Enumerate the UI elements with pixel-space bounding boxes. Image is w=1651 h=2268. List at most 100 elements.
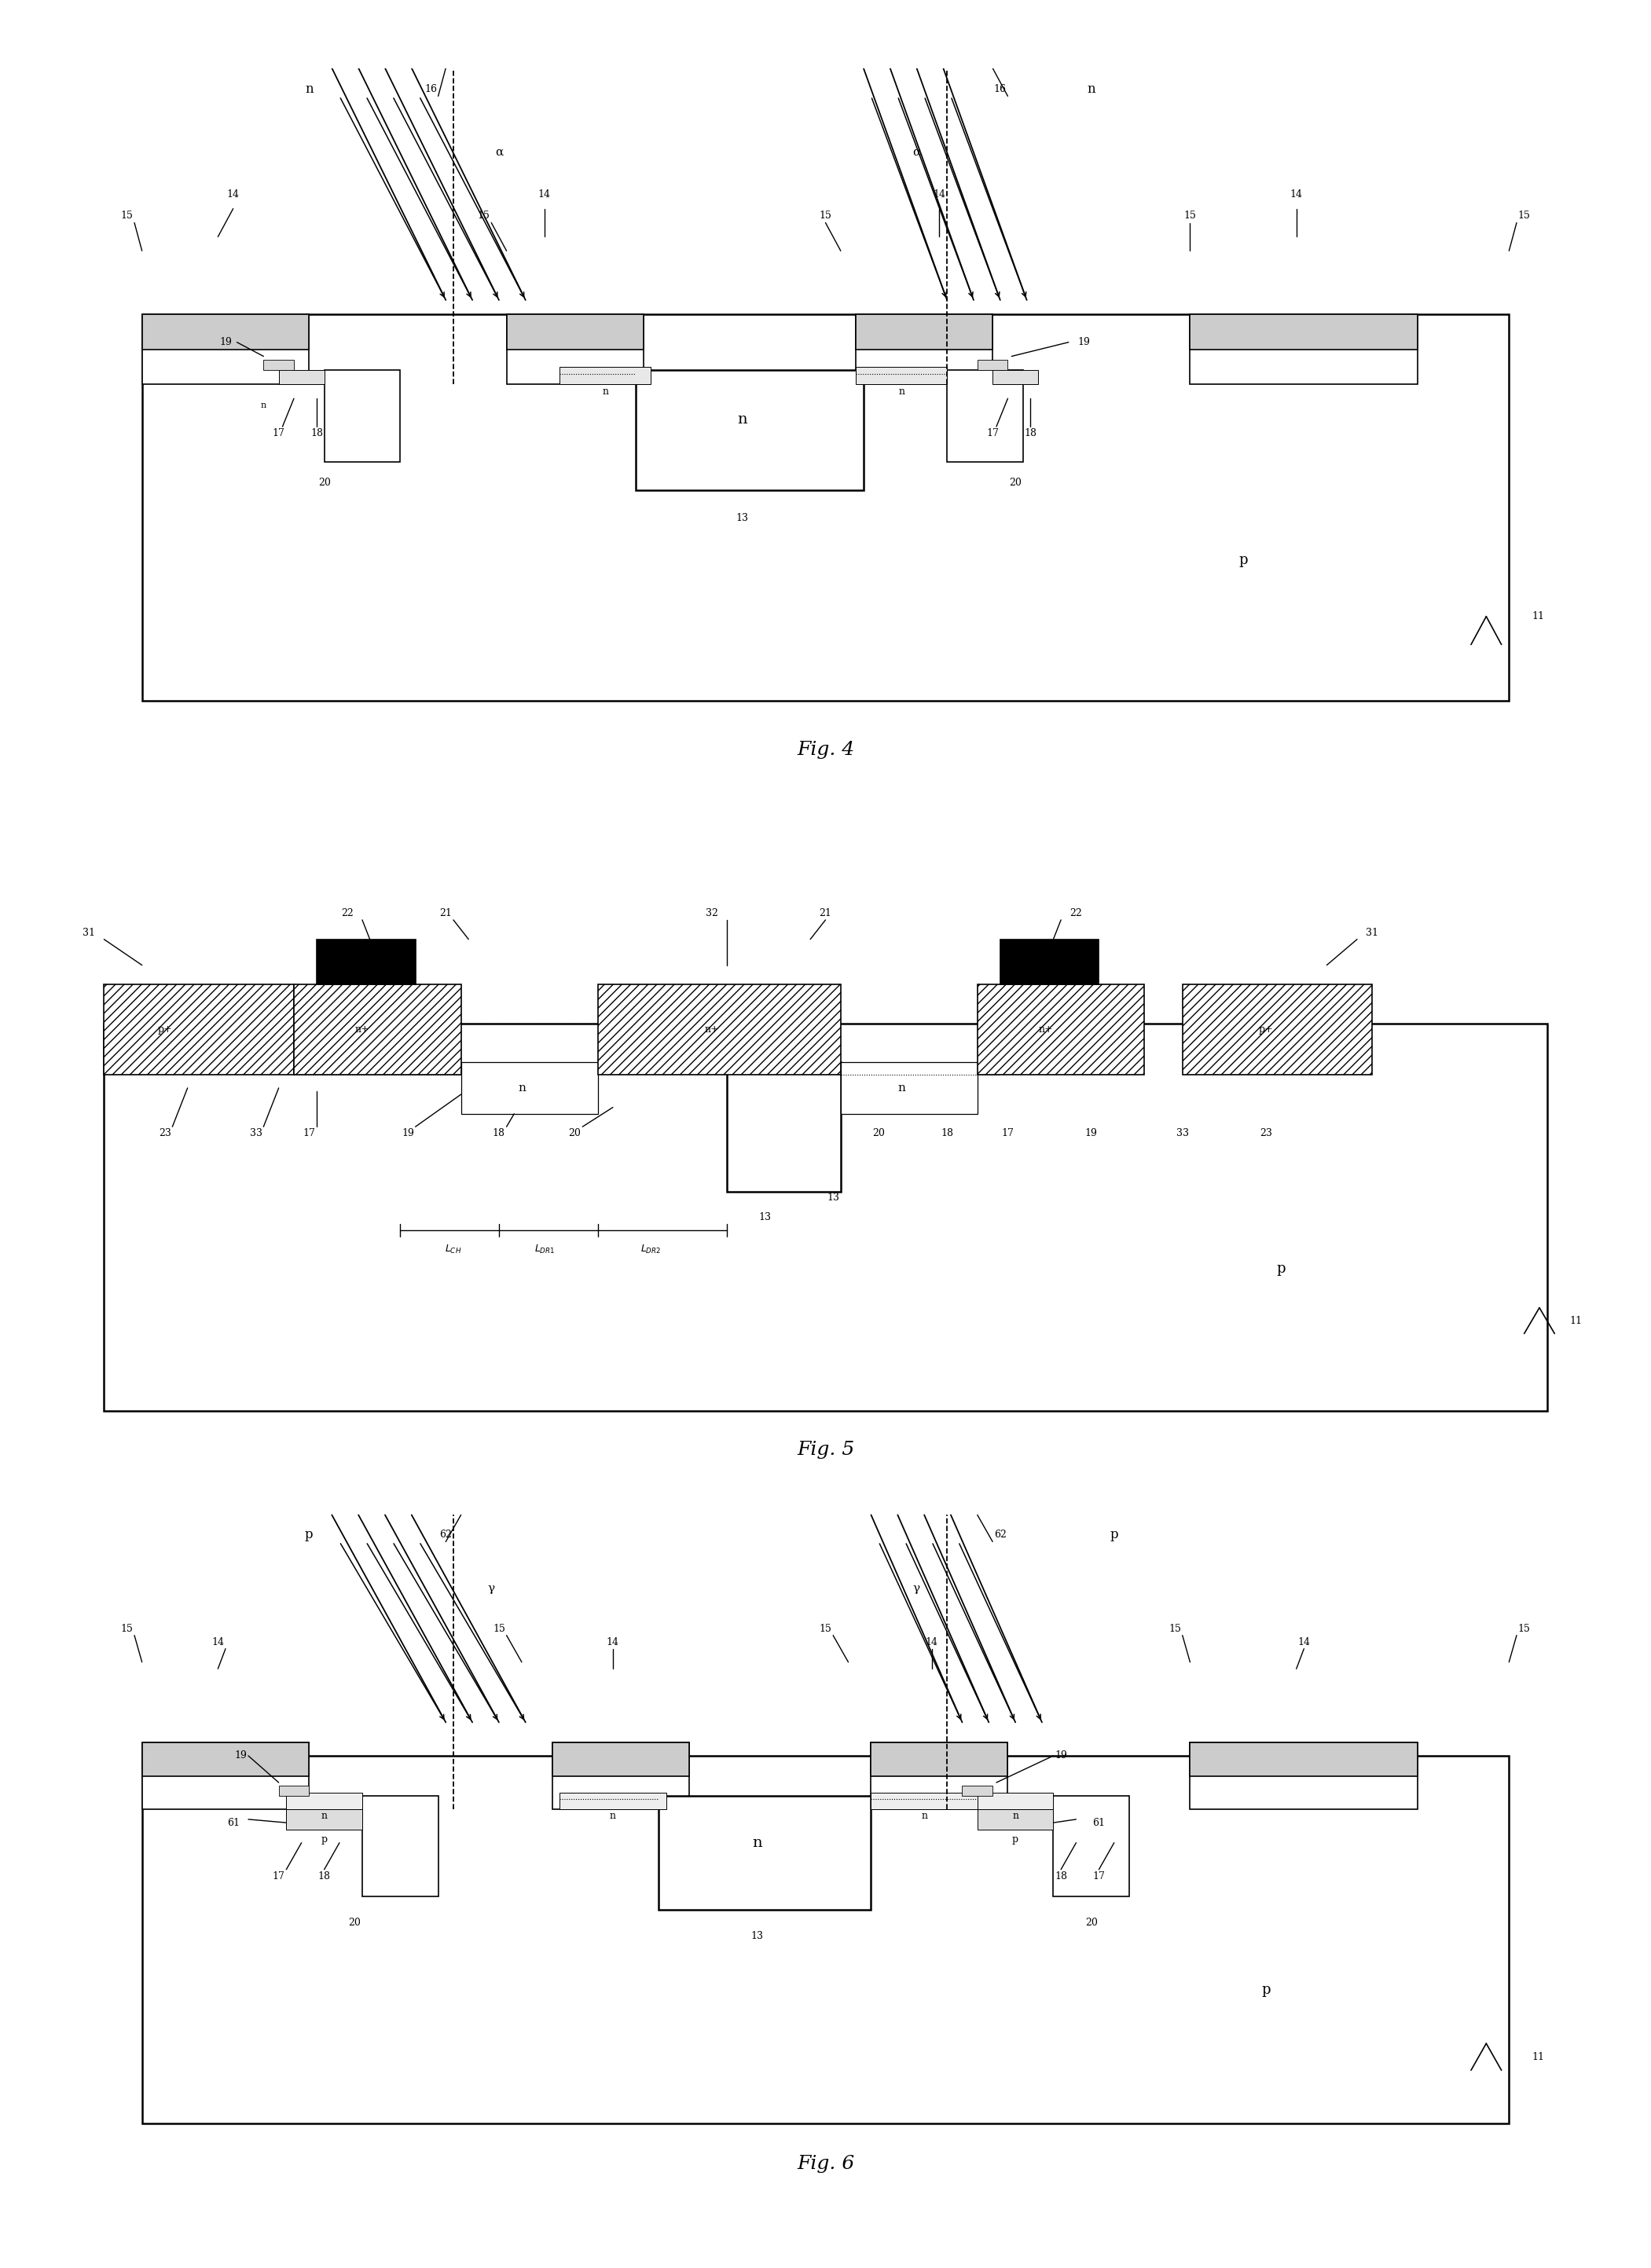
Bar	[142, 1755, 1509, 2123]
Text: $L_{DR2}$: $L_{DR2}$	[641, 1243, 660, 1256]
Text: Fig. 6: Fig. 6	[797, 2155, 854, 2173]
Text: p: p	[1109, 1529, 1118, 1542]
Text: 15: 15	[1184, 211, 1197, 220]
Text: 18: 18	[1024, 429, 1037, 438]
Bar	[551, 1742, 688, 1776]
Text: 17: 17	[1002, 1127, 1014, 1139]
Text: $L_{CH}$: $L_{CH}$	[446, 1243, 462, 1256]
Bar	[286, 1792, 362, 1810]
Bar	[855, 315, 992, 383]
Bar	[872, 1792, 977, 1810]
Text: Fig. 5: Fig. 5	[797, 1440, 854, 1458]
Bar	[963, 1785, 992, 1796]
Text: 11: 11	[1570, 1315, 1582, 1327]
Text: 21: 21	[439, 907, 452, 919]
Text: 15: 15	[1169, 1624, 1180, 1633]
Bar	[1001, 939, 1100, 984]
Text: n: n	[320, 1810, 327, 1821]
Text: n: n	[753, 1835, 763, 1851]
Text: 13: 13	[736, 513, 748, 524]
Bar	[1053, 1796, 1129, 1896]
Text: 18: 18	[1055, 1871, 1067, 1882]
Text: 19: 19	[220, 338, 231, 347]
Bar	[142, 1742, 309, 1810]
Text: 20: 20	[568, 1127, 581, 1139]
Text: 19: 19	[234, 1751, 248, 1760]
Text: p: p	[305, 1529, 314, 1542]
Text: 20: 20	[1085, 1919, 1098, 1928]
Text: 18: 18	[492, 1127, 505, 1139]
Text: n: n	[609, 1810, 616, 1821]
Text: 14: 14	[1289, 191, 1303, 200]
Bar	[324, 370, 400, 463]
Text: n+: n+	[355, 1025, 370, 1034]
Bar	[855, 313, 992, 349]
Text: n: n	[518, 1082, 525, 1093]
Text: α: α	[495, 147, 504, 159]
Text: 15: 15	[1517, 211, 1530, 220]
Text: 14: 14	[606, 1637, 619, 1647]
Text: 11: 11	[1532, 612, 1544, 621]
Text: n: n	[1012, 1810, 1019, 1821]
Text: 17: 17	[1093, 1871, 1105, 1882]
Text: 20: 20	[348, 1919, 362, 1928]
Bar	[872, 1742, 1007, 1776]
Text: 17: 17	[272, 1871, 286, 1882]
Bar	[977, 1792, 1053, 1810]
Text: 61: 61	[226, 1817, 239, 1828]
Bar	[507, 315, 644, 383]
Bar	[142, 313, 309, 349]
Bar	[507, 313, 644, 349]
Text: 15: 15	[121, 1624, 134, 1633]
Text: 13: 13	[758, 1211, 771, 1222]
Text: 14: 14	[1298, 1637, 1311, 1647]
Bar	[142, 313, 1509, 701]
Text: 18: 18	[310, 429, 324, 438]
Text: 61: 61	[1093, 1817, 1105, 1828]
Text: 17: 17	[302, 1127, 315, 1139]
Text: 15: 15	[477, 211, 490, 220]
Text: p+: p+	[1258, 1025, 1273, 1034]
Text: 16: 16	[424, 84, 438, 95]
Bar	[977, 361, 1007, 370]
Bar	[142, 315, 309, 383]
Text: 19: 19	[1055, 1751, 1067, 1760]
Text: 23: 23	[158, 1127, 172, 1139]
Bar	[1190, 313, 1418, 349]
Bar	[977, 1810, 1053, 1830]
Text: 14: 14	[226, 191, 239, 200]
Text: 20: 20	[319, 479, 330, 488]
Bar	[461, 1061, 598, 1114]
Text: p: p	[1261, 1982, 1271, 1998]
Text: Fig. 4: Fig. 4	[797, 742, 854, 760]
Text: 13: 13	[827, 1193, 839, 1202]
Text: n: n	[736, 413, 746, 426]
Text: n: n	[305, 82, 314, 95]
Text: n: n	[898, 1082, 905, 1093]
Text: n: n	[921, 1810, 928, 1821]
Text: n: n	[603, 386, 609, 397]
Text: 16: 16	[994, 84, 1007, 95]
Text: p: p	[1012, 1835, 1019, 1844]
Text: 15: 15	[819, 211, 832, 220]
Bar	[362, 1796, 438, 1896]
Bar	[636, 370, 863, 490]
Bar	[977, 984, 1144, 1075]
Text: α: α	[913, 147, 921, 159]
Bar	[286, 1810, 362, 1830]
Bar	[104, 1023, 1547, 1411]
Bar	[992, 370, 1038, 383]
Text: 14: 14	[211, 1637, 225, 1647]
Bar	[294, 984, 461, 1075]
Bar	[279, 370, 324, 383]
Text: 18: 18	[941, 1127, 953, 1139]
Text: 17: 17	[272, 429, 286, 438]
Text: 22: 22	[1070, 907, 1083, 919]
Text: 22: 22	[340, 907, 353, 919]
Text: 13: 13	[751, 1932, 763, 1941]
Text: 31: 31	[1365, 928, 1379, 939]
Bar	[840, 1061, 977, 1114]
Text: γ: γ	[913, 1583, 920, 1594]
Text: 14: 14	[933, 191, 946, 200]
Text: 33: 33	[1176, 1127, 1189, 1139]
